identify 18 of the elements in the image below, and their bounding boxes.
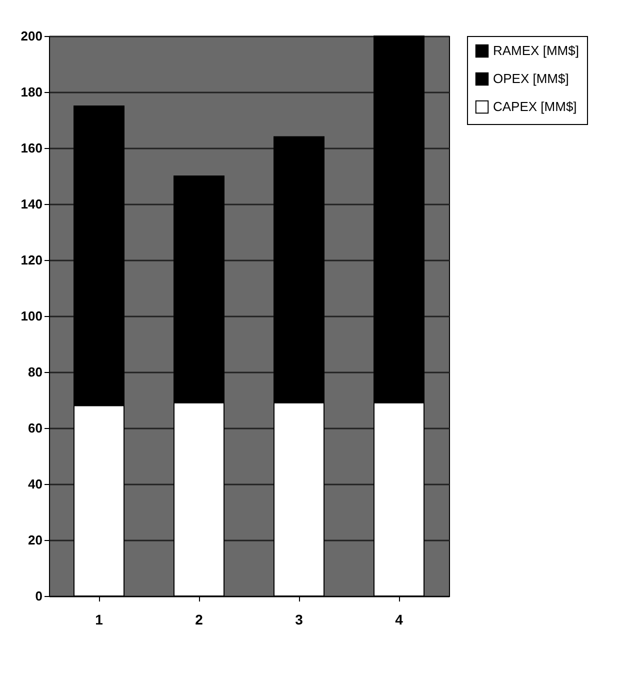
y-tick-label: 160 (20, 140, 42, 156)
y-tick-label: 180 (20, 84, 42, 100)
legend-label: RAMEX [MM$] (493, 43, 579, 58)
y-tick-label: 200 (20, 28, 42, 44)
y-tick-label: 140 (20, 196, 42, 212)
legend-label: CAPEX [MM$] (493, 99, 577, 114)
x-tick-label: 2 (195, 612, 204, 628)
y-tick-label: 20 (28, 532, 42, 548)
y-tick-label: 40 (28, 476, 42, 492)
x-tick-label: 4 (395, 612, 404, 628)
y-tick-label: 80 (28, 364, 42, 380)
y-tick-label: 0 (35, 588, 42, 604)
y-tick-label: 120 (20, 252, 42, 268)
x-tick-label: 1 (95, 612, 104, 628)
y-tick-label: 60 (28, 420, 42, 436)
x-tick-label: 3 (295, 612, 304, 628)
legend-label: OPEX [MM$] (493, 71, 569, 86)
y-tick-label: 100 (20, 308, 42, 324)
